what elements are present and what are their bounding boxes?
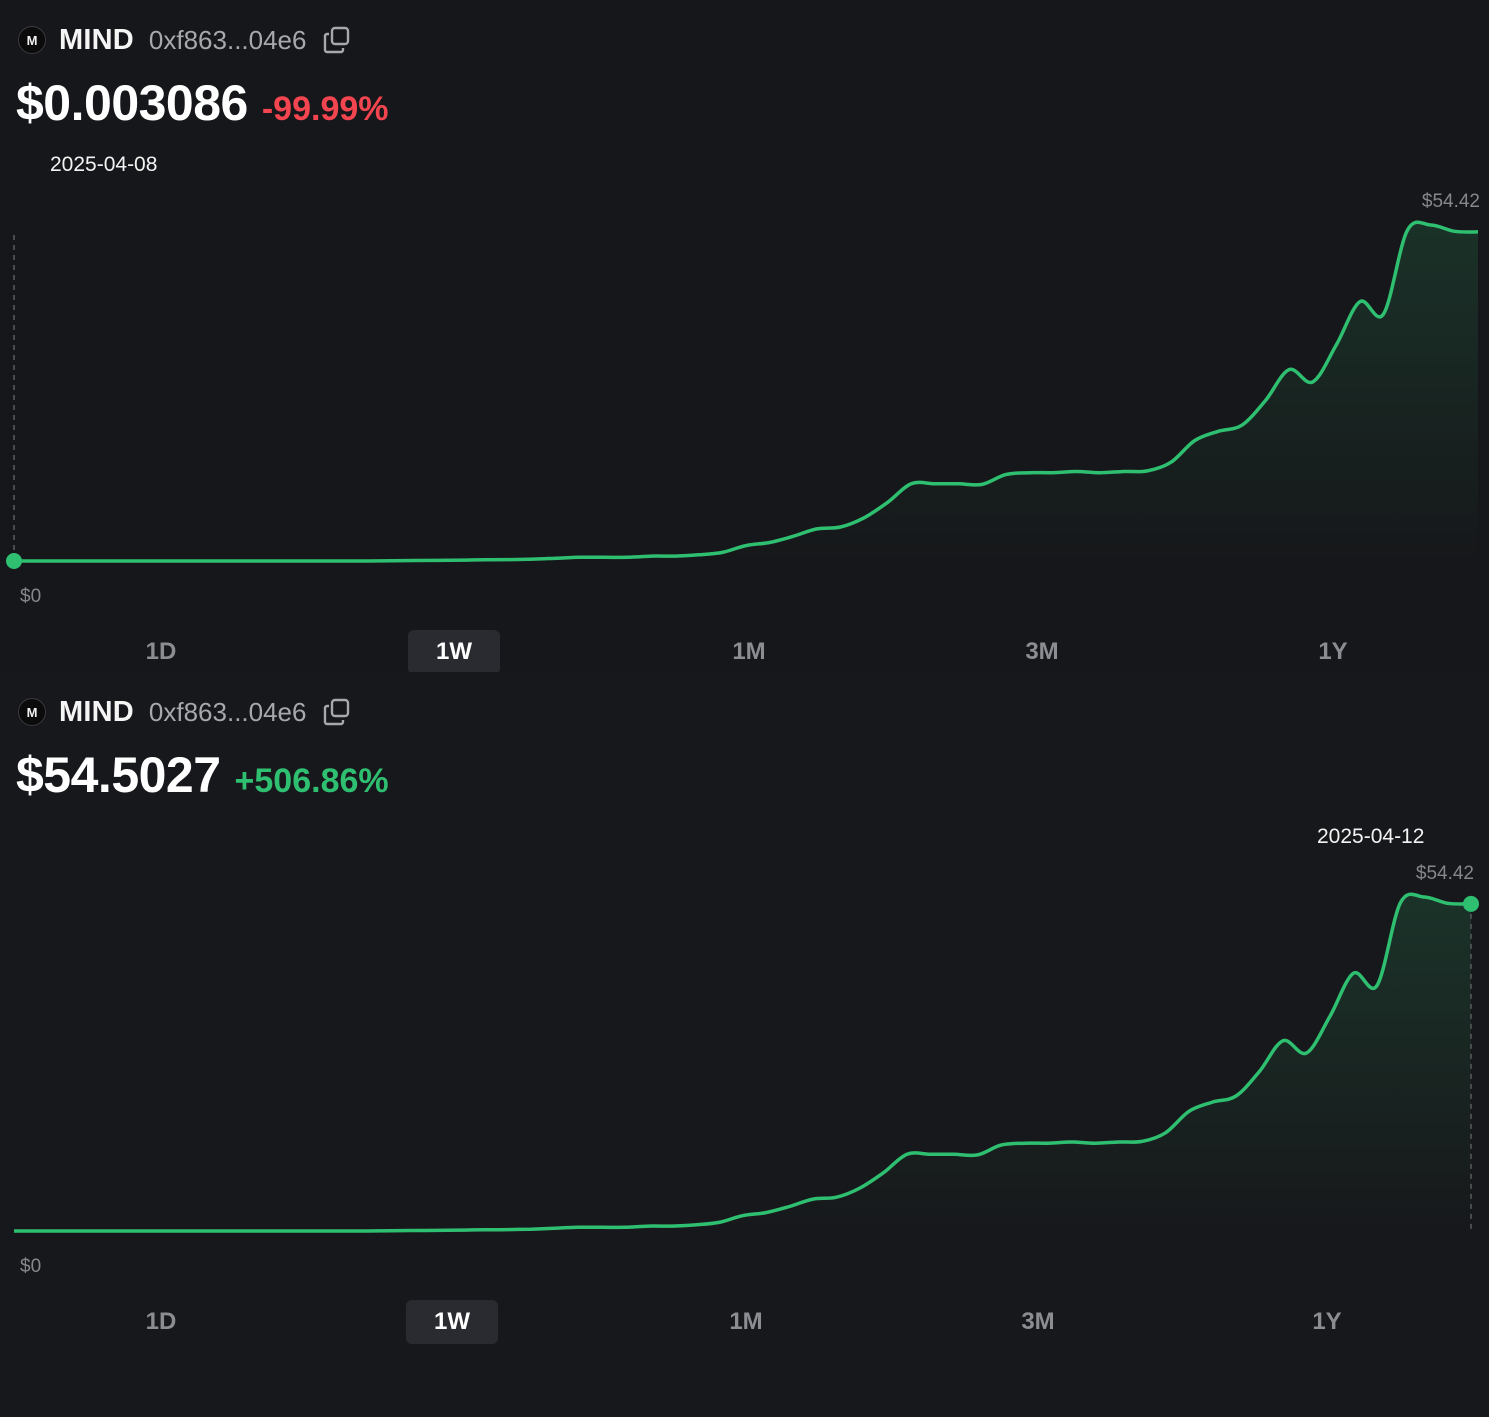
max-price-label: $54.42 — [1415, 863, 1474, 884]
token-address: 0xf863...04e6 — [148, 24, 307, 55]
token-symbol: MIND — [59, 695, 134, 728]
timeframe-tabs: 1D 1W 1M 3M 1Y — [0, 630, 1489, 676]
price-area-fill — [14, 894, 1471, 1232]
price-row: $0.003086 -99.99% — [16, 74, 389, 132]
min-price-label: $0 — [20, 586, 42, 607]
max-price-label: $54.42 — [1421, 191, 1480, 212]
hover-date-label: 2025-04-12 — [1317, 825, 1425, 848]
min-price-label: $0 — [20, 1256, 42, 1277]
price-line — [13, 892, 1472, 1233]
token-header: M MIND 0xf863...04e6 — [18, 694, 352, 730]
token-logo-icon: M — [18, 26, 46, 54]
price-chart-panel: M MIND 0xf863...04e6 $0.003086 -99.99% 2… — [0, 0, 1489, 674]
tab-1w[interactable]: 1W — [406, 1300, 498, 1344]
tab-3m[interactable]: 3M — [1025, 638, 1059, 665]
hover-date-label: 2025-04-08 — [50, 153, 158, 176]
price-chart-panel: M MIND 0xf863...04e6 $54.5027 +506.86% 2… — [0, 672, 1489, 1417]
price-line — [14, 220, 1479, 563]
price-chart[interactable] — [0, 0, 1489, 672]
token-header: M MIND 0xf863...04e6 — [18, 22, 352, 58]
timeframe-tabs: 1D 1W 1M 3M 1Y — [0, 1300, 1489, 1346]
tab-1y[interactable]: 1Y — [1318, 638, 1348, 665]
tab-1y[interactable]: 1Y — [1312, 1308, 1342, 1335]
price-change-percent: -99.99% — [261, 90, 389, 128]
tab-1m[interactable]: 1M — [729, 1308, 763, 1335]
tab-1w[interactable]: 1W — [408, 630, 500, 674]
token-logo-icon: M — [18, 698, 46, 726]
token-address: 0xf863...04e6 — [148, 696, 307, 727]
hover-point — [1463, 895, 1479, 912]
current-price: $54.5027 — [16, 747, 221, 803]
copy-icon[interactable] — [322, 697, 352, 727]
price-chart[interactable] — [0, 672, 1489, 1417]
tab-3m[interactable]: 3M — [1021, 1308, 1055, 1335]
price-row: $54.5027 +506.86% — [16, 746, 389, 804]
token-symbol: MIND — [59, 23, 134, 56]
current-price: $0.003086 — [16, 75, 248, 131]
copy-icon[interactable] — [322, 25, 352, 55]
tab-1d[interactable]: 1D — [145, 638, 177, 665]
price-change-percent: +506.86% — [234, 762, 389, 800]
tab-1d[interactable]: 1D — [145, 1308, 177, 1335]
price-area-fill — [14, 222, 1478, 562]
tab-1m[interactable]: 1M — [732, 638, 766, 665]
hover-point — [6, 553, 22, 569]
